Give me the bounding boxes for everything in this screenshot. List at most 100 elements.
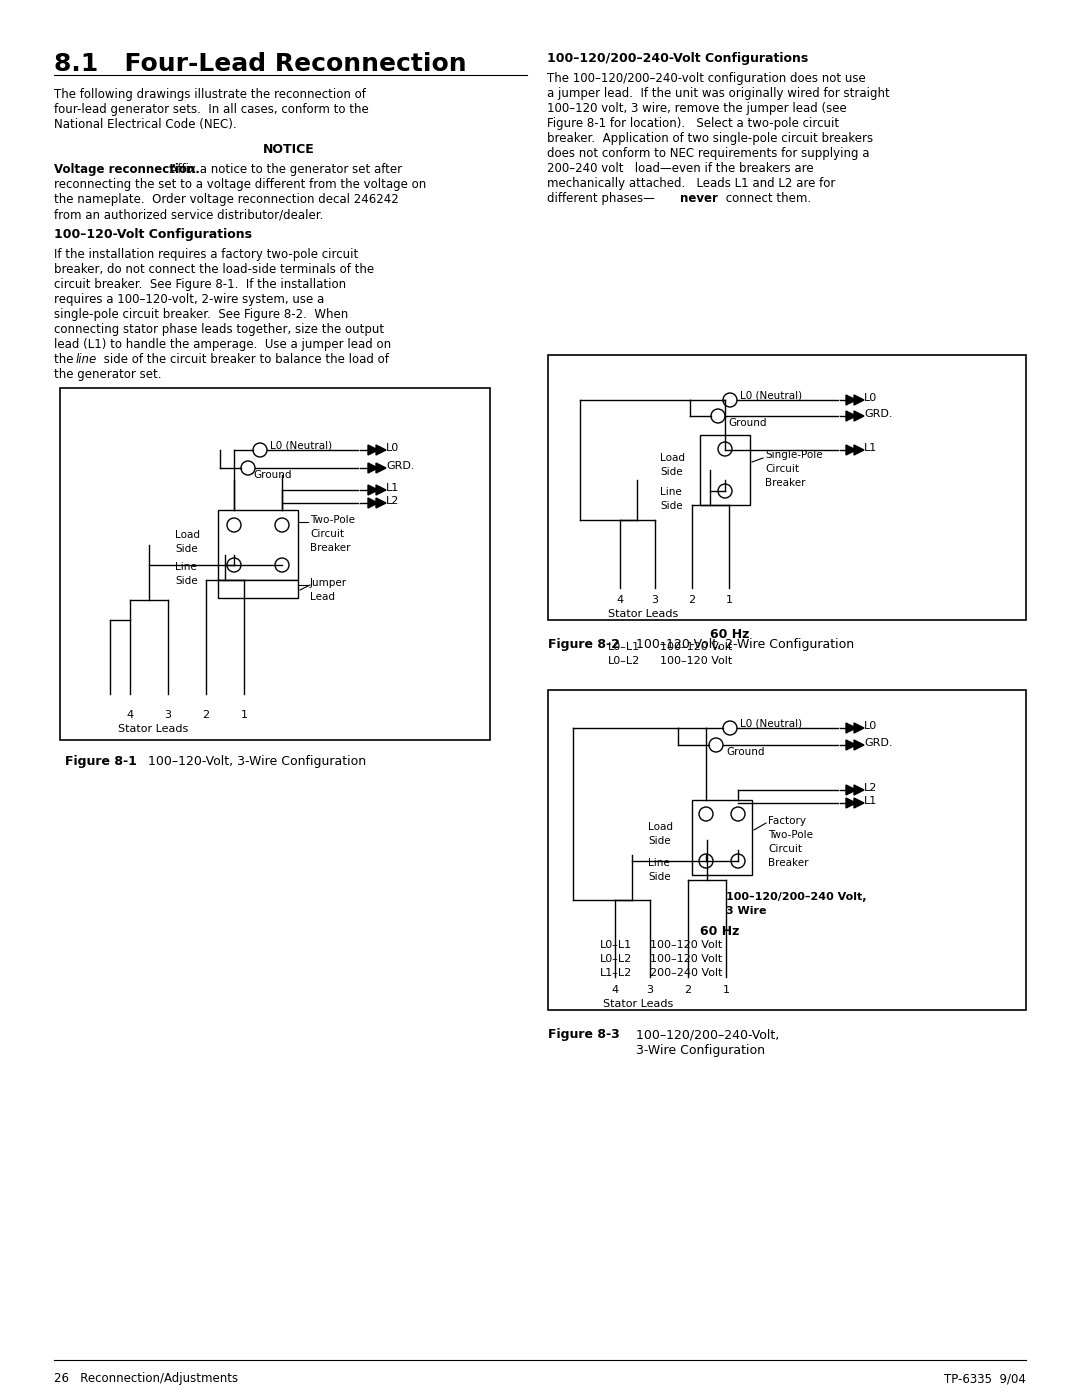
Text: TP-6335  9/04: TP-6335 9/04: [944, 1372, 1026, 1384]
Text: reconnecting the set to a voltage different from the voltage on: reconnecting the set to a voltage differ…: [54, 177, 427, 191]
Text: L2: L2: [386, 496, 400, 506]
Text: never: never: [680, 191, 718, 205]
Text: 1: 1: [726, 595, 732, 605]
Polygon shape: [376, 497, 386, 509]
Polygon shape: [854, 724, 864, 733]
Text: from an authorized service distributor/dealer.: from an authorized service distributor/d…: [54, 208, 323, 221]
Text: L1: L1: [864, 443, 877, 453]
Circle shape: [699, 807, 713, 821]
Text: single-pole circuit breaker.  See Figure 8-2.  When: single-pole circuit breaker. See Figure …: [54, 307, 348, 321]
Text: Side: Side: [648, 835, 671, 847]
Polygon shape: [376, 446, 386, 455]
Polygon shape: [368, 446, 378, 455]
Text: Figure 8-1: Figure 8-1: [65, 754, 137, 768]
Text: different phases—: different phases—: [546, 191, 654, 205]
Circle shape: [253, 443, 267, 457]
Text: L0–L1: L0–L1: [608, 643, 640, 652]
Text: L0: L0: [864, 393, 877, 402]
Text: 100–120 Volt: 100–120 Volt: [650, 940, 723, 950]
Text: Side: Side: [648, 872, 671, 882]
Text: Ground: Ground: [726, 747, 765, 757]
Text: Ground: Ground: [728, 418, 767, 427]
Bar: [218, 510, 298, 580]
Text: L0: L0: [864, 721, 877, 731]
Text: Lead: Lead: [310, 592, 335, 602]
Text: Affix a notice to the generator set after: Affix a notice to the generator set afte…: [166, 163, 402, 176]
Bar: [548, 690, 1026, 1010]
Text: Breaker: Breaker: [310, 543, 351, 553]
Text: Side: Side: [660, 467, 683, 476]
Polygon shape: [854, 798, 864, 807]
Circle shape: [711, 409, 725, 423]
Text: breaker.  Application of two single-pole circuit breakers: breaker. Application of two single-pole …: [546, 131, 873, 145]
Circle shape: [227, 557, 241, 571]
Circle shape: [275, 518, 289, 532]
Text: Single-Pole: Single-Pole: [765, 450, 823, 460]
Text: the nameplate.  Order voltage reconnection decal 246242: the nameplate. Order voltage reconnectio…: [54, 193, 399, 205]
Text: 1: 1: [723, 985, 729, 995]
Text: L1: L1: [864, 796, 877, 806]
Text: GRD.: GRD.: [386, 461, 415, 471]
Text: 100–120-Volt, 3-Wire Configuration: 100–120-Volt, 3-Wire Configuration: [140, 754, 366, 768]
Text: does not conform to NEC requirements for supplying a: does not conform to NEC requirements for…: [546, 147, 869, 161]
Text: Factory: Factory: [768, 816, 806, 826]
Text: 100–120/200–240-Volt Configurations: 100–120/200–240-Volt Configurations: [546, 52, 808, 66]
Text: Line: Line: [175, 562, 197, 571]
Text: breaker, do not connect the load-side terminals of the: breaker, do not connect the load-side te…: [54, 263, 374, 277]
Text: 60 Hz: 60 Hz: [711, 629, 750, 641]
Text: Figure 8-1 for location).   Select a two-pole circuit: Figure 8-1 for location). Select a two-p…: [546, 117, 839, 130]
Text: Stator Leads: Stator Leads: [603, 999, 673, 1009]
Polygon shape: [854, 740, 864, 750]
Text: Load: Load: [648, 821, 673, 833]
Circle shape: [731, 854, 745, 868]
Text: L0 (Neutral): L0 (Neutral): [740, 390, 802, 400]
Text: L0 (Neutral): L0 (Neutral): [270, 440, 333, 450]
Text: the: the: [54, 353, 78, 366]
Bar: [60, 388, 490, 740]
Text: Load: Load: [660, 453, 685, 462]
Text: Ground: Ground: [253, 469, 292, 481]
Text: L0–L2: L0–L2: [600, 954, 632, 964]
Text: 2: 2: [685, 985, 691, 995]
Polygon shape: [846, 395, 856, 405]
Polygon shape: [846, 446, 856, 455]
Text: L0 (Neutral): L0 (Neutral): [740, 718, 802, 728]
Circle shape: [723, 393, 737, 407]
Text: L1: L1: [386, 483, 400, 493]
Polygon shape: [854, 785, 864, 795]
Text: 100–120 Volt: 100–120 Volt: [660, 643, 732, 652]
Text: L2: L2: [864, 782, 877, 793]
Text: 4: 4: [611, 985, 619, 995]
Polygon shape: [368, 462, 378, 474]
Circle shape: [718, 441, 732, 455]
Bar: [548, 355, 1026, 620]
Text: 2: 2: [688, 595, 696, 605]
Text: four-lead generator sets.  In all cases, conform to the: four-lead generator sets. In all cases, …: [54, 103, 368, 116]
Text: Line: Line: [648, 858, 670, 868]
Text: 4: 4: [126, 710, 134, 719]
Text: Figure 8-2: Figure 8-2: [548, 638, 620, 651]
Polygon shape: [846, 798, 856, 807]
Text: 3: 3: [164, 710, 172, 719]
Polygon shape: [368, 485, 378, 495]
Text: 100–120 volt, 3 wire, remove the jumper lead (see: 100–120 volt, 3 wire, remove the jumper …: [546, 102, 847, 115]
Text: Voltage reconnection.: Voltage reconnection.: [54, 163, 200, 176]
Text: lead (L1) to handle the amperage.  Use a jumper lead on: lead (L1) to handle the amperage. Use a …: [54, 338, 391, 351]
Text: L0–L2: L0–L2: [608, 657, 640, 666]
Text: 4: 4: [617, 595, 623, 605]
Text: 60 Hz: 60 Hz: [700, 925, 740, 937]
Text: NOTICE: NOTICE: [264, 142, 315, 156]
Text: 200–240 volt   load—even if the breakers are: 200–240 volt load—even if the breakers a…: [546, 162, 813, 175]
Text: connect them.: connect them.: [723, 191, 811, 205]
Text: connecting stator phase leads together, size the output: connecting stator phase leads together, …: [54, 323, 384, 337]
Text: line: line: [76, 353, 97, 366]
Bar: [700, 434, 750, 504]
Text: mechanically attached.   Leads L1 and L2 are for: mechanically attached. Leads L1 and L2 a…: [546, 177, 835, 190]
Circle shape: [699, 854, 713, 868]
Text: 2: 2: [202, 710, 210, 719]
Text: L0: L0: [386, 443, 400, 453]
Text: 3: 3: [647, 985, 653, 995]
Text: Breaker: Breaker: [765, 478, 806, 488]
Bar: [692, 800, 752, 875]
Text: side of the circuit breaker to balance the load of: side of the circuit breaker to balance t…: [100, 353, 389, 366]
